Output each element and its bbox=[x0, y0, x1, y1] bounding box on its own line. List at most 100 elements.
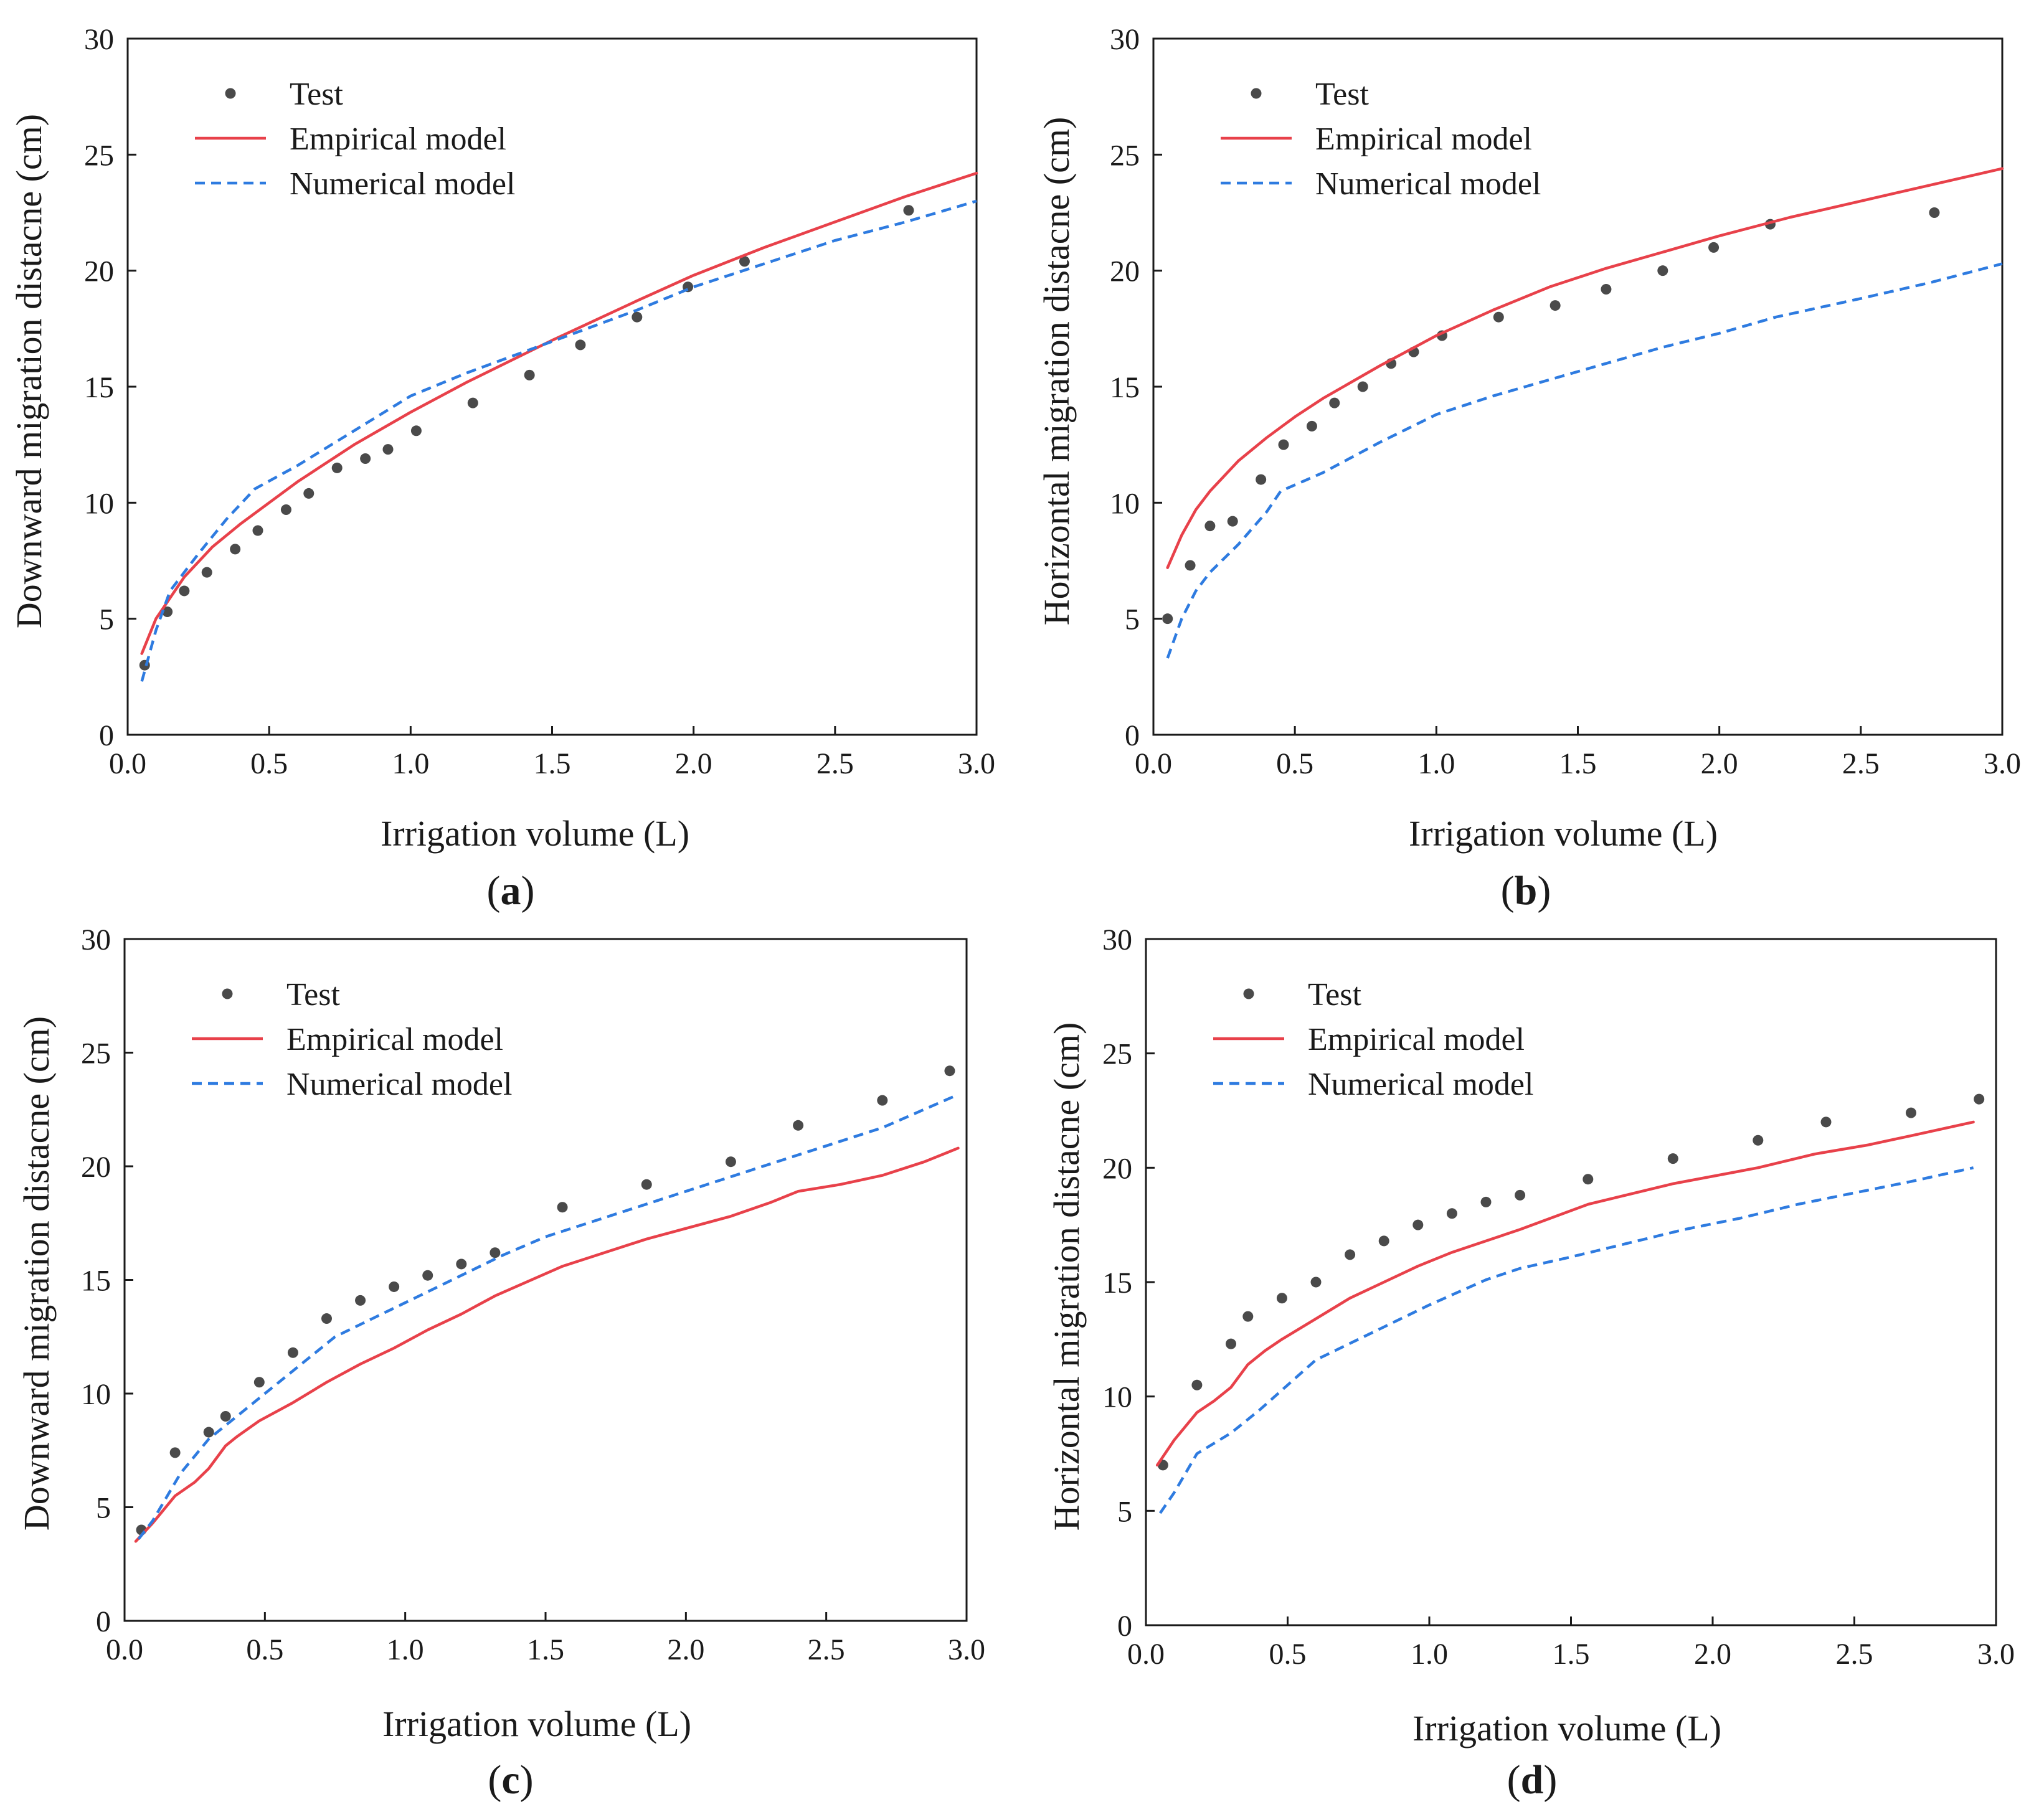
x-tick-label: 2.0 bbox=[1701, 747, 1738, 780]
x-tick-label: 2.5 bbox=[808, 1633, 845, 1666]
test-point bbox=[230, 544, 241, 555]
test-point bbox=[410, 425, 422, 437]
legend: Test Empirical model Numerical model bbox=[1221, 77, 1541, 202]
y-tick-label: 5 bbox=[99, 603, 114, 636]
numerical-model-line bbox=[140, 199, 977, 682]
test-point bbox=[575, 339, 586, 351]
test-point bbox=[331, 462, 343, 473]
x-tick-label: 1.5 bbox=[1559, 747, 1597, 780]
test-point bbox=[287, 1347, 298, 1358]
test-point bbox=[1708, 242, 1720, 253]
y-tick-label: 5 bbox=[1125, 603, 1140, 636]
y-tick-label: 25 bbox=[81, 1037, 111, 1070]
test-point bbox=[1906, 1107, 1916, 1118]
legend: Test Empirical model Numerical model bbox=[1213, 977, 1533, 1102]
y-tick-label: 0 bbox=[1117, 1610, 1132, 1643]
x-tick-label: 0.5 bbox=[250, 747, 288, 780]
x-tick-label: 0.5 bbox=[1276, 747, 1313, 780]
y-axis-title: Horizontal migration distacne (cm) bbox=[1046, 1022, 1087, 1531]
test-point bbox=[1657, 265, 1668, 276]
panel-label-a: (a) bbox=[487, 868, 535, 913]
x-tick-label: 1.0 bbox=[392, 747, 429, 780]
x-axis-title: Irrigation volume (L) bbox=[1409, 813, 1718, 854]
test-point bbox=[1820, 1116, 1832, 1128]
x-axis-title: Irrigation volume (L) bbox=[382, 1704, 691, 1744]
y-tick-label: 30 bbox=[81, 923, 111, 956]
test-point bbox=[632, 311, 643, 323]
test-point bbox=[456, 1258, 467, 1270]
chart-panel-d: Irrigation volume (L) Horizontal migrati… bbox=[1046, 923, 2015, 1803]
test-point bbox=[1446, 1208, 1457, 1219]
test-point bbox=[1929, 207, 1940, 218]
test-point bbox=[201, 567, 212, 578]
panel-label-letter: a bbox=[501, 868, 521, 913]
test-point bbox=[162, 606, 173, 617]
y-tick-label: 0 bbox=[99, 719, 114, 752]
test-point bbox=[1276, 1293, 1287, 1304]
plot-frame bbox=[126, 37, 978, 736]
x-tick-label: 2.5 bbox=[1836, 1638, 1873, 1671]
y-tick-label: 5 bbox=[1117, 1495, 1132, 1528]
numerical-model-line bbox=[1158, 1166, 1974, 1514]
test-point bbox=[1227, 516, 1238, 527]
test-point bbox=[303, 488, 315, 499]
test-point bbox=[1378, 1235, 1389, 1247]
test-point bbox=[1310, 1277, 1322, 1288]
legend-label: Test bbox=[1308, 977, 1361, 1012]
y-tick-label: 10 bbox=[1102, 1381, 1132, 1414]
test-point bbox=[877, 1095, 888, 1106]
x-tick-label: 0.0 bbox=[1127, 1638, 1165, 1671]
x-tick-label: 0.0 bbox=[106, 1633, 143, 1666]
test-point bbox=[739, 256, 750, 267]
empirical-model-line bbox=[140, 171, 978, 655]
panel-label-letter: b bbox=[1515, 868, 1538, 913]
test-point bbox=[1226, 1338, 1236, 1349]
x-tick-label: 1.5 bbox=[1553, 1638, 1590, 1671]
y-tick-label: 0 bbox=[1125, 719, 1140, 752]
x-tick-label: 2.5 bbox=[816, 747, 854, 780]
test-point bbox=[1583, 1174, 1594, 1185]
y-tick-label: 5 bbox=[96, 1492, 111, 1525]
test-point bbox=[422, 1270, 433, 1281]
legend-label: Test bbox=[290, 77, 343, 112]
test-point bbox=[1753, 1135, 1764, 1146]
numerical-model-line bbox=[1166, 262, 2003, 659]
legend: Test Empirical model Numerical model bbox=[192, 977, 512, 1102]
test-point bbox=[280, 504, 291, 516]
test-point bbox=[1667, 1153, 1678, 1164]
plot-frame bbox=[123, 938, 968, 1622]
x-tick-label: 0.0 bbox=[109, 747, 146, 780]
y-axis-title: Horizontal migration distacne (cm) bbox=[1036, 117, 1077, 626]
plot-frame bbox=[1145, 938, 1997, 1626]
y-tick-label: 25 bbox=[1110, 139, 1140, 172]
test-point bbox=[1974, 1093, 1985, 1105]
y-tick-label: 15 bbox=[1110, 371, 1140, 404]
test-point bbox=[252, 525, 263, 536]
x-tick-label: 0.5 bbox=[246, 1633, 283, 1666]
x-tick-label: 3.0 bbox=[958, 747, 995, 780]
test-point bbox=[169, 1447, 181, 1458]
plot-frame bbox=[1152, 37, 2004, 736]
test-point bbox=[321, 1313, 332, 1324]
empirical-model-line bbox=[1166, 167, 2004, 569]
x-tick-label: 1.5 bbox=[527, 1633, 564, 1666]
test-point bbox=[203, 1427, 214, 1438]
test-point bbox=[1278, 439, 1289, 450]
test-point bbox=[1191, 1379, 1203, 1390]
y-axis-title: Downward migration distacne (cm) bbox=[9, 114, 49, 628]
chart-panel-a: Irrigation volume (L) Downward migration… bbox=[9, 23, 995, 913]
test-point bbox=[490, 1247, 501, 1258]
y-tick-label: 30 bbox=[84, 23, 114, 56]
test-point bbox=[524, 369, 535, 380]
legend-label: Numerical model bbox=[286, 1067, 512, 1102]
y-tick-label: 30 bbox=[1110, 23, 1140, 56]
legend-test-marker bbox=[225, 88, 236, 99]
legend: Test Empirical model Numerical model bbox=[195, 77, 515, 202]
test-point bbox=[725, 1156, 736, 1168]
y-tick-label: 0 bbox=[96, 1605, 111, 1638]
test-point bbox=[557, 1202, 568, 1213]
y-tick-label: 25 bbox=[1102, 1038, 1132, 1071]
y-tick-label: 10 bbox=[81, 1378, 111, 1411]
legend-label: Empirical model bbox=[1308, 1022, 1525, 1057]
